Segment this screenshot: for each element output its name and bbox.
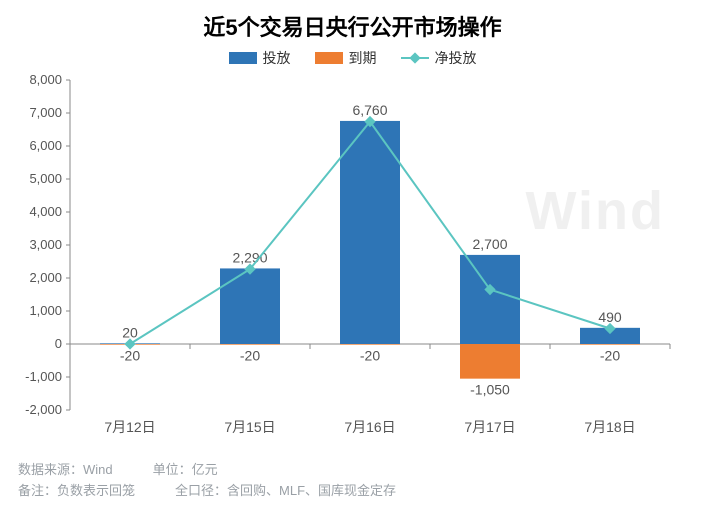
- svg-text:7,000: 7,000: [29, 105, 62, 120]
- legend-item-daoqi: 到期: [315, 48, 377, 68]
- x-category: 7月16日: [344, 419, 395, 435]
- legend-label-daoqi: 到期: [349, 48, 377, 68]
- chart-container: 近5个交易日央行公开市场操作 投放 到期 净投放 Wind -2,000-1,0…: [0, 0, 705, 512]
- bar-label-bottom: -20: [360, 348, 380, 364]
- bar-daoqi: [220, 344, 280, 345]
- footer-unit: 单位：亿元: [153, 460, 218, 481]
- legend-item-toufang: 投放: [229, 48, 291, 68]
- legend-label-net: 净投放: [435, 48, 477, 68]
- footer-source: 数据来源：Wind: [18, 460, 113, 481]
- svg-text:0: 0: [55, 336, 62, 351]
- legend-label-toufang: 投放: [263, 48, 291, 68]
- svg-text:-1,000: -1,000: [25, 369, 62, 384]
- bar-label-top: 2,290: [232, 249, 267, 265]
- x-category: 7月18日: [584, 419, 635, 435]
- svg-text:4,000: 4,000: [29, 204, 62, 219]
- bar-label-bottom: -20: [240, 348, 260, 364]
- bar-label-top: 490: [598, 309, 622, 325]
- chart-title: 近5个交易日央行公开市场操作: [0, 0, 705, 42]
- bar-label-top: 20: [122, 324, 138, 340]
- legend-swatch-net: [401, 57, 429, 59]
- bar-daoqi: [460, 344, 520, 379]
- svg-text:-2,000: -2,000: [25, 402, 62, 417]
- svg-text:3,000: 3,000: [29, 237, 62, 252]
- bar-label-top: 6,760: [352, 102, 387, 118]
- bar-label-bottom: -20: [600, 348, 620, 364]
- legend-swatch-daoqi: [315, 52, 343, 64]
- bar-toufang: [220, 268, 280, 344]
- legend-item-net: 净投放: [401, 48, 477, 68]
- bar-daoqi: [580, 344, 640, 345]
- footer-scope: 全口径：含回购、MLF、国库现金定存: [175, 481, 396, 502]
- svg-text:1,000: 1,000: [29, 303, 62, 318]
- x-category: 7月12日: [104, 419, 155, 435]
- footer-note: 备注：负数表示回笼: [18, 481, 135, 502]
- svg-text:5,000: 5,000: [29, 171, 62, 186]
- footer: 数据来源：Wind 单位：亿元 备注：负数表示回笼 全口径：含回购、MLF、国库…: [18, 460, 396, 502]
- bar-toufang: [340, 121, 400, 344]
- bar-daoqi: [340, 344, 400, 345]
- legend: 投放 到期 净投放: [0, 48, 705, 68]
- x-category: 7月15日: [224, 419, 275, 435]
- svg-text:8,000: 8,000: [29, 72, 62, 87]
- legend-swatch-toufang: [229, 52, 257, 64]
- bar-label-bottom: -1,050: [470, 382, 510, 398]
- bar-label-top: 2,700: [472, 236, 507, 252]
- svg-text:6,000: 6,000: [29, 138, 62, 153]
- bar-label-bottom: -20: [120, 348, 140, 364]
- x-category: 7月17日: [464, 419, 515, 435]
- chart-plot: -2,000-1,00001,0002,0003,0004,0005,0006,…: [70, 80, 670, 410]
- bar-toufang: [460, 255, 520, 344]
- svg-text:2,000: 2,000: [29, 270, 62, 285]
